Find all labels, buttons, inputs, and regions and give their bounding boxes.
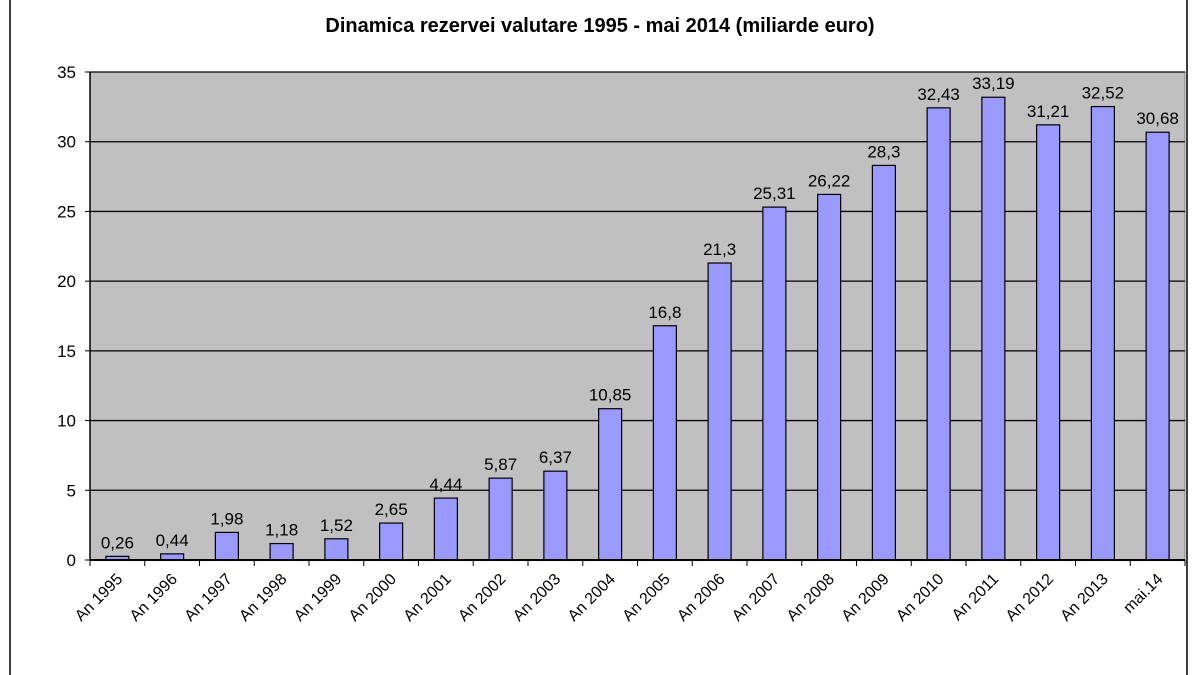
x-tick-label: mai.14 [1120, 571, 1166, 617]
bar [543, 470, 568, 561]
bar [269, 542, 294, 561]
x-tick-label: An 1995 [72, 571, 126, 625]
y-tick-label: 5 [67, 481, 76, 500]
bar [598, 408, 623, 561]
x-tick-label: An 2002 [455, 571, 509, 625]
data-label: 5,87 [484, 455, 517, 474]
bar [762, 206, 787, 561]
data-label: 6,37 [539, 448, 572, 467]
x-tick-label: An 1996 [127, 571, 181, 625]
bar [707, 262, 732, 561]
bar [926, 107, 951, 561]
x-tick-label: An 2012 [1003, 571, 1057, 625]
data-label: 16,8 [648, 303, 681, 322]
data-label: 28,3 [867, 142, 900, 161]
bar [324, 538, 349, 561]
data-label: 31,21 [1027, 102, 1070, 121]
x-tick-label: An 1999 [291, 571, 345, 625]
data-label: 26,22 [808, 171, 851, 190]
x-tick-label: An 1998 [236, 571, 290, 625]
x-tick-label: An 2003 [510, 571, 564, 625]
x-tick-label: An 2004 [565, 571, 619, 625]
bar [214, 531, 239, 561]
x-tick-label: An 2011 [949, 571, 1002, 624]
y-tick-label: 15 [57, 342, 76, 361]
data-label: 33,19 [972, 74, 1015, 93]
bar [488, 477, 513, 561]
x-tick-label: An 2001 [401, 571, 455, 625]
plot-area [89, 71, 1186, 561]
bar [981, 96, 1006, 561]
data-label: 32,52 [1082, 84, 1125, 103]
data-label: 2,65 [375, 500, 408, 519]
bar [871, 164, 896, 561]
x-tick-label: An 2008 [784, 571, 838, 625]
y-tick-label: 35 [57, 63, 76, 82]
y-tick-label: 20 [57, 272, 76, 291]
data-label: 21,3 [703, 240, 736, 259]
data-label: 30,68 [1136, 109, 1179, 128]
x-tick-label: An 2005 [620, 571, 674, 625]
data-label: 10,85 [589, 386, 632, 405]
data-label: 25,31 [753, 184, 796, 203]
x-tick-label: An 1997 [182, 571, 236, 625]
y-tick-label: 0 [67, 551, 76, 570]
data-label: 0,44 [156, 531, 189, 550]
x-tick-label: An 2010 [893, 571, 947, 625]
bar [1090, 105, 1115, 561]
data-label: 1,18 [265, 521, 298, 540]
x-tick-label: An 2000 [346, 571, 400, 625]
bar [1036, 124, 1061, 561]
bar [433, 497, 458, 561]
bar [379, 522, 404, 561]
x-tick-label: An 2013 [1058, 571, 1112, 625]
data-label: 1,52 [320, 516, 353, 535]
y-tick-label: 25 [57, 202, 76, 221]
x-tick-label: An 2006 [674, 571, 728, 625]
data-label: 1,98 [210, 509, 243, 528]
y-tick-label: 30 [57, 133, 76, 152]
x-tick-label: An 2007 [729, 571, 783, 625]
bar [817, 193, 842, 561]
bar [1145, 131, 1170, 561]
data-label: 32,43 [917, 85, 960, 104]
bar [652, 325, 677, 561]
data-label: 4,44 [429, 475, 462, 494]
data-label: 0,26 [101, 533, 134, 552]
y-tick-label: 10 [57, 412, 76, 431]
x-tick-label: An 2009 [839, 571, 893, 625]
chart-title: Dinamica rezervei valutare 1995 - mai 20… [325, 15, 874, 37]
